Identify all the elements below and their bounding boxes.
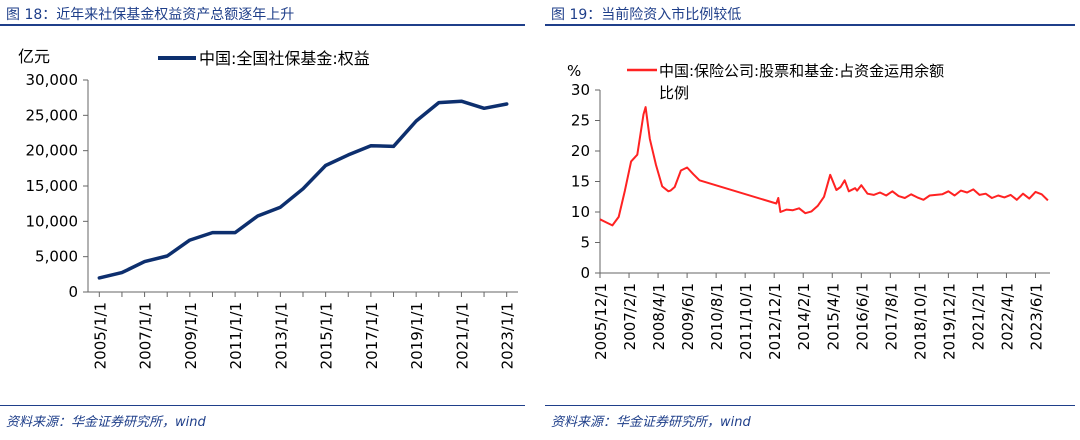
y-tick-label: 5,000	[35, 248, 78, 266]
x-tick-label: 2023/1/1	[499, 302, 517, 369]
right-source-rule	[545, 405, 1075, 406]
series-line	[599, 106, 1049, 227]
right-title-rule	[545, 24, 1075, 26]
x-tick-label: 2019/12/1	[940, 283, 958, 360]
x-tick-label: 2012/12/1	[766, 283, 784, 360]
y-tick-label: 0	[68, 283, 78, 301]
series-line	[97, 99, 509, 280]
x-tick-label: 2021/2/1	[969, 283, 987, 350]
left-chart: 亿元 0 5,000 10,000 15,000 20,000 25,000 30,000 20…	[18, 47, 518, 369]
x-tick-label: 2017/8/1	[882, 283, 900, 350]
left-chart-panel: 图 18：近年来社保基金权益资产总额逐年上升 亿元 0 5,000 10,000 15,…	[0, 0, 530, 440]
y-tick-label: 30,000	[26, 71, 79, 89]
y-tick-label: 0	[580, 264, 590, 282]
x-tick-label: 2005/12/1	[592, 283, 610, 360]
y-tick-label: 15,000	[26, 177, 79, 195]
x-tick-label: 2007/2/1	[621, 283, 639, 350]
y-tick-label: 5	[580, 234, 590, 252]
y-tick-label: 25	[571, 112, 590, 130]
legend-label: 中国:全国社保基金:权益	[199, 49, 370, 68]
y-tick-label: 20,000	[26, 142, 79, 160]
y-tick-label: 20	[571, 142, 590, 160]
x-tick-label: 2007/1/1	[137, 302, 155, 369]
y-unit-label: 亿元	[18, 47, 50, 66]
left-title-rule	[0, 24, 525, 26]
y-tick-label: 15	[571, 173, 590, 191]
x-tick-label: 2021/1/1	[453, 302, 471, 369]
x-tick-label: 2018/10/1	[911, 283, 929, 360]
x-tick-label: 2016/6/1	[853, 283, 871, 350]
left-figure-title: 图 18：近年来社保基金权益资产总额逐年上升	[6, 7, 295, 23]
x-tick-label: 2019/1/1	[408, 302, 426, 369]
x-tick-label: 2013/1/1	[272, 302, 290, 369]
x-tick-label: 2008/4/1	[650, 283, 668, 350]
y-tick-label: 10	[571, 203, 590, 221]
x-tick-label: 2005/1/1	[91, 302, 109, 369]
left-source-rule	[0, 405, 525, 406]
x-tick-label: 2011/1/1	[227, 302, 245, 369]
x-tick-label: 2017/1/1	[363, 302, 381, 369]
x-tick-label: 2009/1/1	[182, 302, 200, 369]
x-tick-label: 2023/6/1	[1027, 283, 1045, 350]
x-tick-label: 2022/4/1	[998, 283, 1016, 350]
x-tick-label: 2009/6/1	[679, 283, 697, 350]
y-tick-label: 10,000	[26, 212, 79, 230]
x-tick-label: 2010/8/1	[708, 283, 726, 350]
y-tick-label: 25,000	[26, 106, 79, 124]
right-figure-title: 图 19：当前险资入市比例较低	[551, 7, 742, 23]
legend-label: 中国:保险公司:股票和基金:占资金运用余额比例	[659, 62, 944, 102]
x-tick-label: 2011/10/1	[737, 283, 755, 360]
y-unit-label: %	[567, 62, 581, 80]
right-chart: % 0 5 10 15 20 25 30 2005/12/1 2007/2/1 2008/4/1 20…	[567, 62, 1050, 360]
x-tick-label: 2015/1/1	[318, 302, 336, 369]
x-tick-label: 2015/4/1	[824, 283, 842, 350]
x-tick-label: 2014/2/1	[795, 283, 813, 350]
left-source-note: 资料来源：华金证券研究所，wind	[6, 415, 206, 430]
right-chart-panel: 图 19：当前险资入市比例较低 % 0 5 10 15 20 25 30 2005/12/1 20…	[545, 0, 1080, 440]
y-tick-label: 30	[571, 81, 590, 99]
right-source-note: 资料来源：华金证券研究所，wind	[551, 415, 751, 430]
